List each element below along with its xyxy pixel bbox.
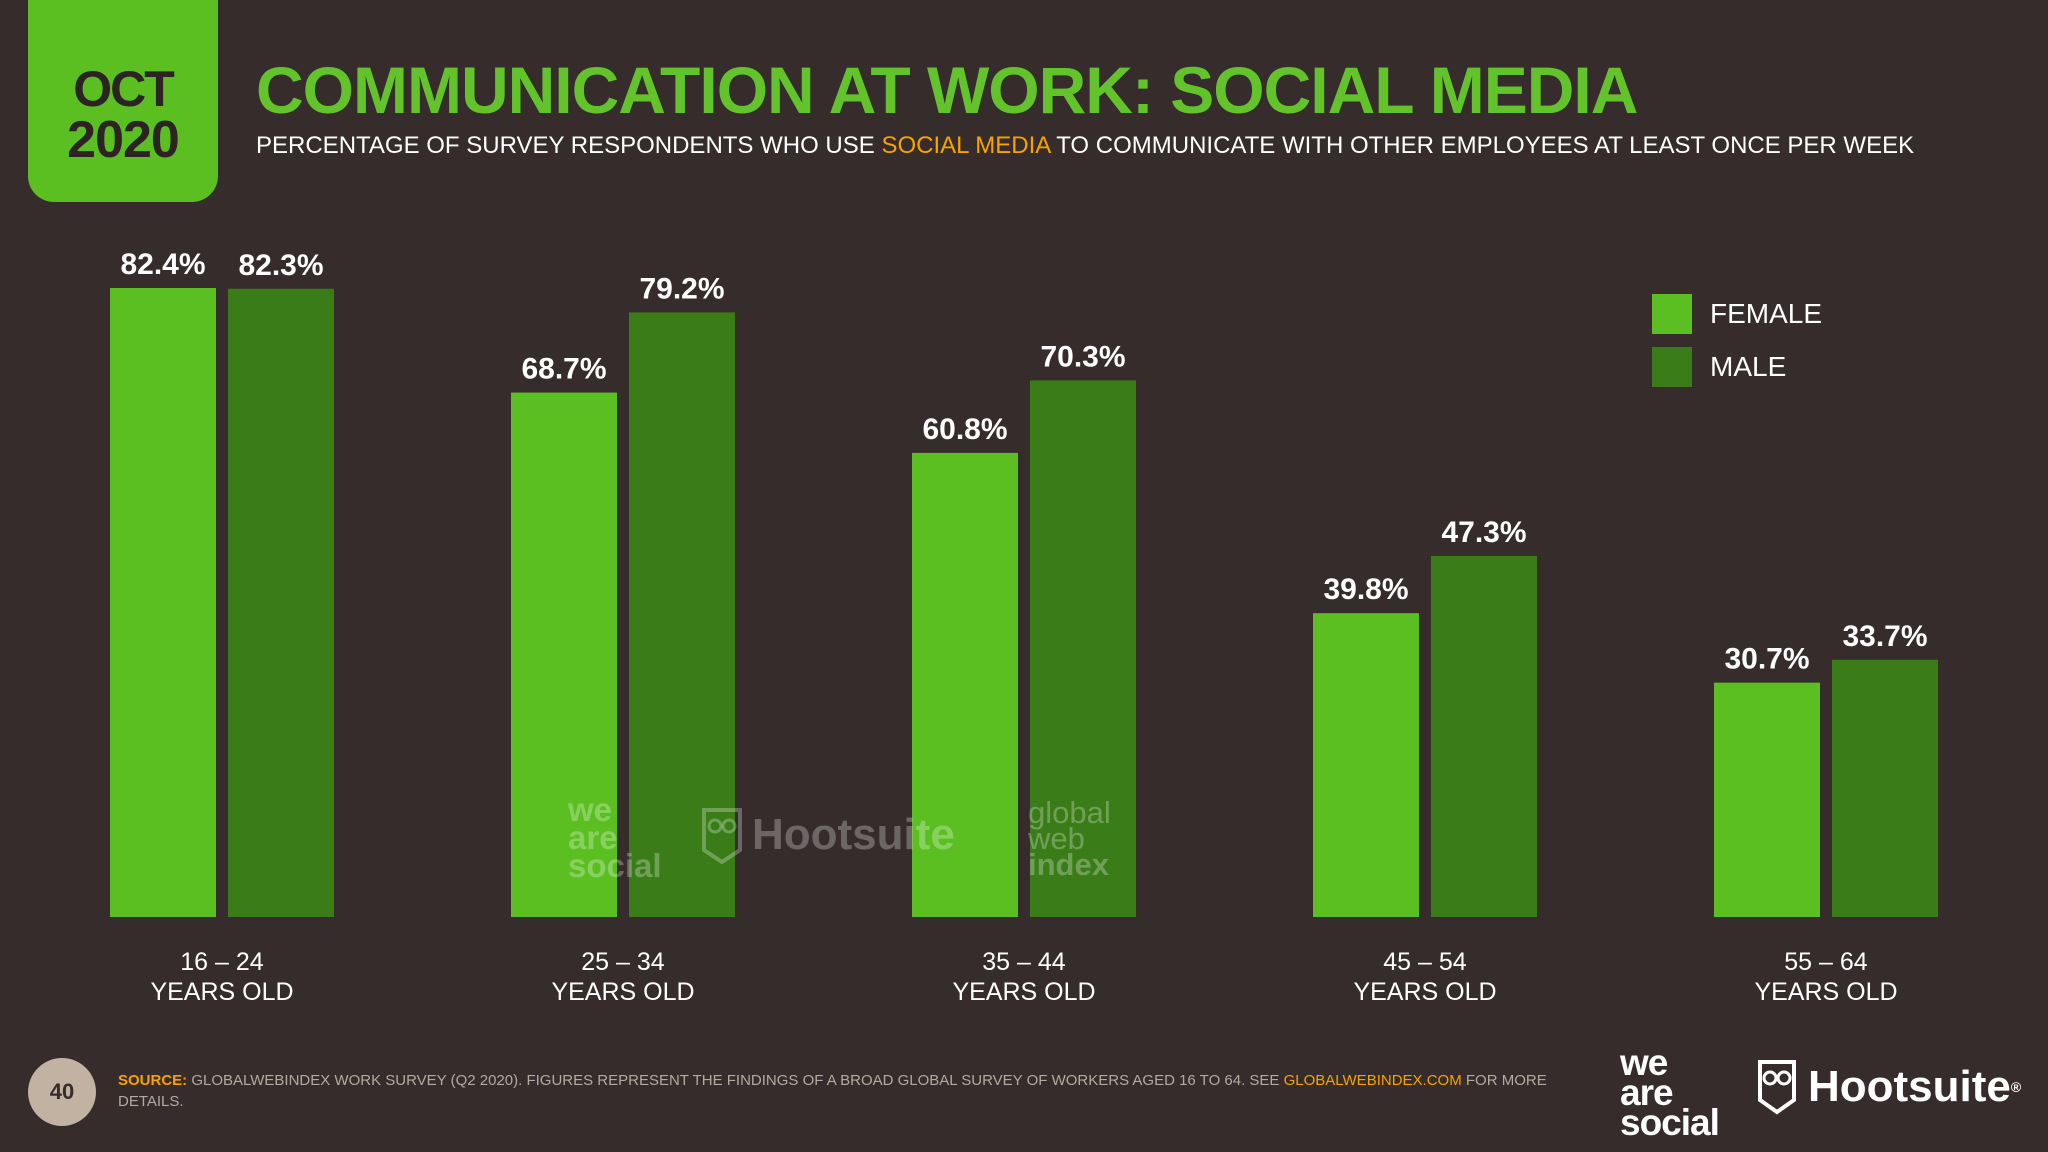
source-label: SOURCE:	[118, 1072, 188, 1089]
legend-swatch-female	[1652, 294, 1692, 334]
data-label-female-1: 82.4%	[120, 248, 205, 281]
bar-male-4	[1431, 555, 1537, 917]
category-label-1-line-1: 16 – 24	[180, 948, 264, 976]
bar-male-3	[1030, 380, 1136, 917]
page-number: 40	[28, 1058, 96, 1126]
bar-male-1	[228, 288, 334, 918]
source-note: SOURCE: GLOBALWEBINDEX WORK SURVEY (Q2 2…	[118, 1070, 1558, 1112]
we-are-social-logo: we are social	[1620, 1042, 1720, 1143]
page-title: COMMUNICATION AT WORK: SOCIAL MEDIA	[256, 53, 1638, 127]
subtitle-text-end: TO COMMUNICATE WITH OTHER EMPLOYEES AT L…	[1049, 132, 1915, 159]
owl-icon	[1758, 1060, 1796, 1115]
bar-female-1	[110, 288, 216, 917]
category-label-5-line-2: YEARS OLD	[1754, 978, 1897, 1006]
data-label-female-4: 39.8%	[1323, 573, 1408, 606]
bar-male-2	[629, 312, 735, 917]
data-label-male-2: 79.2%	[639, 272, 724, 305]
category-label-2-line-1: 25 – 34	[581, 948, 665, 976]
category-label-4-line-2: YEARS OLD	[1353, 978, 1496, 1006]
data-label-male-5: 33.7%	[1842, 620, 1927, 653]
bar-female-2	[511, 392, 617, 918]
date-month: OCT	[73, 61, 175, 117]
legend-item-female: FEMALE	[1652, 294, 1822, 334]
bar-male-5	[1832, 659, 1938, 917]
legend-label-female: FEMALE	[1710, 298, 1823, 329]
data-label-female-2: 68.7%	[521, 353, 606, 386]
data-label-male-4: 47.3%	[1441, 516, 1526, 549]
category-label-3-line-1: 35 – 44	[982, 948, 1066, 976]
page-subtitle: PERCENTAGE OF SURVEY RESPONDENTS WHO USE…	[256, 132, 1914, 160]
bar-female-4	[1313, 613, 1419, 917]
chart-legend: FEMALE MALE	[1652, 294, 1822, 400]
globalwebindex-watermark: global web index	[1028, 795, 1111, 882]
category-label-5-line-1: 55 – 64	[1784, 948, 1868, 976]
date-tab: OCT 2020	[28, 0, 218, 202]
data-label-male-3: 70.3%	[1040, 340, 1125, 373]
data-label-male-1: 82.3%	[238, 249, 323, 282]
category-label-3-line-2: YEARS OLD	[952, 978, 1095, 1006]
legend-swatch-male	[1652, 347, 1692, 387]
hootsuite-logo: Hootsuite ®	[1756, 1058, 2021, 1116]
we-are-social-watermark: we are social	[568, 791, 662, 884]
data-label-female-3: 60.8%	[922, 413, 1007, 446]
bar-female-5	[1714, 682, 1820, 917]
category-label-4-line-1: 45 – 54	[1383, 948, 1467, 976]
source-link[interactable]: GLOBALWEBINDEX.COM	[1283, 1072, 1462, 1089]
legend-item-male: MALE	[1652, 347, 1822, 387]
bar-female-3	[912, 452, 1018, 917]
category-label-1-line-2: YEARS OLD	[150, 978, 293, 1006]
source-end: FOR MORE DETAILS.	[118, 1072, 1547, 1110]
subtitle-text-start: PERCENTAGE OF SURVEY RESPONDENTS WHO USE	[256, 132, 882, 159]
hootsuite-watermark: Hootsuite	[700, 806, 955, 864]
source-text: GLOBALWEBINDEX WORK SURVEY (Q2 2020). FI…	[187, 1072, 1284, 1089]
subtitle-highlight: SOCIAL MEDIA	[881, 132, 1050, 159]
category-label-2-line-2: YEARS OLD	[551, 978, 694, 1006]
data-label-female-5: 30.7%	[1724, 643, 1809, 676]
owl-icon	[702, 808, 742, 864]
legend-label-male: MALE	[1710, 351, 1787, 382]
date-year: 2020	[67, 111, 180, 169]
